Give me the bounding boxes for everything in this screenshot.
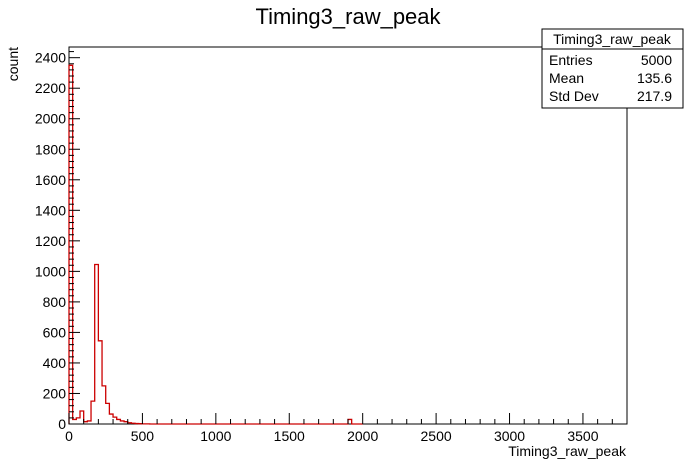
- x-tick-label: 2000: [347, 428, 378, 444]
- x-tick-label: 2500: [421, 428, 452, 444]
- stats-entries-label: Entries: [549, 52, 593, 68]
- x-tick-label: 3000: [494, 428, 525, 444]
- y-tick-label: 2000: [35, 111, 66, 127]
- y-tick-label: 2200: [35, 80, 66, 96]
- stats-stddev-label: Std Dev: [549, 88, 599, 104]
- y-tick-label: 1600: [35, 172, 66, 188]
- stats-mean-label: Mean: [549, 70, 584, 86]
- x-tick-label: 500: [131, 428, 155, 444]
- x-axis: 0 500 1000 1500 2000 2500 3000 3500: [65, 413, 628, 444]
- y-tick-label: 600: [43, 324, 67, 340]
- y-axis-label: count: [5, 47, 21, 81]
- stats-stddev-value: 217.9: [637, 88, 672, 104]
- x-tick-label: 1500: [274, 428, 305, 444]
- x-axis-label: Timing3_raw_peak: [508, 443, 627, 459]
- y-tick-label: 1000: [35, 263, 66, 279]
- y-tick-label: 1400: [35, 202, 66, 218]
- x-tick-label: 0: [65, 428, 73, 444]
- y-tick-label: 0: [58, 416, 66, 432]
- stats-mean-value: 135.6: [637, 70, 672, 86]
- histogram-outline: [68, 64, 363, 425]
- histogram-series: [68, 64, 363, 425]
- x-tick-label: 1000: [200, 428, 231, 444]
- stats-box-title: Timing3_raw_peak: [553, 31, 672, 47]
- x-tick-label: 3500: [567, 428, 598, 444]
- y-axis: 0 200 400 600 800 1000 1200 1400 1600 1800 2000 220…: [35, 50, 80, 432]
- y-tick-label: 2400: [35, 50, 66, 66]
- y-tick-label: 1800: [35, 141, 66, 157]
- y-tick-label: 200: [43, 385, 67, 401]
- stats-box: Timing3_raw_peak Entries 5000 Mean 135.6…: [541, 28, 684, 109]
- chart-title: Timing3_raw_peak: [255, 4, 441, 29]
- y-tick-label: 1200: [35, 233, 66, 249]
- stats-box-frame: [541, 28, 684, 109]
- y-tick-label: 400: [43, 355, 67, 371]
- y-tick-label: 800: [43, 294, 67, 310]
- stats-entries-value: 5000: [641, 52, 672, 68]
